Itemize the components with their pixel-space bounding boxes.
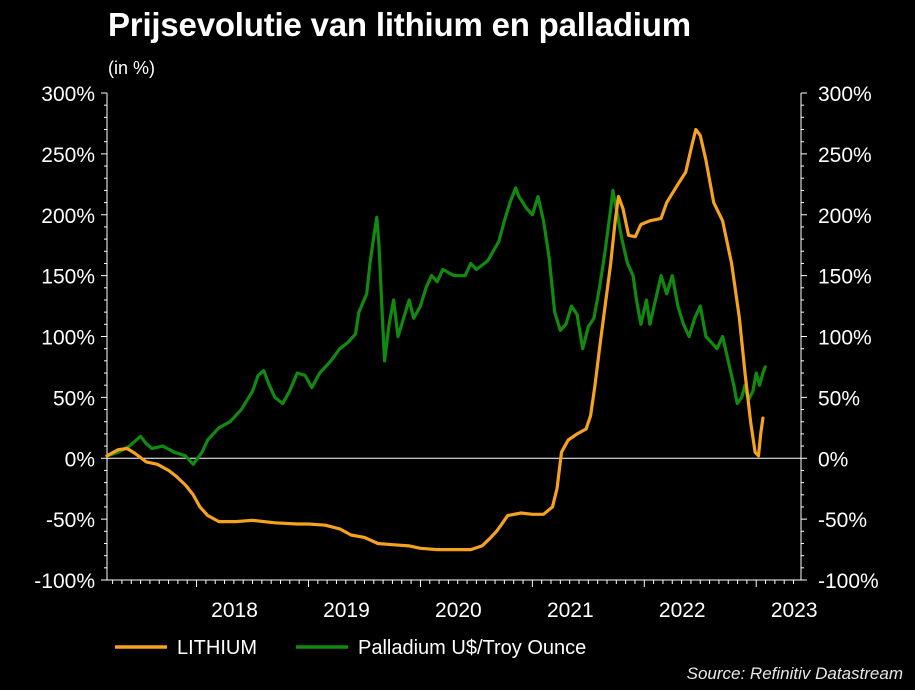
legend-label-palladium: Palladium U$/Troy Ounce	[358, 637, 586, 659]
legend: LITHIUM Palladium U$/Troy Ounce	[115, 637, 586, 659]
series-line-lithium	[105, 127, 765, 552]
y-tick-label-right: 250%	[818, 144, 872, 167]
y-tick-label-right: 0%	[818, 448, 848, 471]
y-tick-label-left: -50%	[46, 509, 95, 532]
y-tick-label-right: -50%	[818, 509, 867, 532]
x-tick-label: 2021	[547, 599, 594, 622]
y-tick-label-left: 300%	[41, 83, 95, 106]
x-tick-label: 2022	[659, 599, 706, 622]
y-tick-label-left: -100%	[34, 570, 95, 593]
series-line-palladium	[105, 186, 767, 466]
y-tick-label-right: 50%	[818, 387, 860, 410]
y-tick-label-right: 150%	[818, 266, 872, 289]
x-tick-label: 2020	[435, 599, 482, 622]
chart-subtitle: (in %)	[108, 58, 156, 78]
y-tick-label-right: 300%	[818, 83, 872, 106]
series-lines	[105, 127, 767, 552]
y-tick-label-left: 100%	[41, 327, 95, 350]
y-tick-label-left: 50%	[53, 387, 95, 410]
y-tick-label-left: 250%	[41, 144, 95, 167]
y-tick-label-left: 150%	[41, 266, 95, 289]
y-tick-label-left: 200%	[41, 205, 95, 228]
legend-label-lithium: LITHIUM	[177, 637, 257, 659]
y-tick-label-right: -100%	[818, 570, 879, 593]
x-tick-label: 2019	[323, 599, 370, 622]
y-tick-label-left: 0%	[65, 448, 95, 471]
y-tick-label-right: 200%	[818, 205, 872, 228]
axes-group: -100% -100% -50% -50% 0% 0% 50% 50% 100% 100% 150%…	[34, 83, 878, 622]
x-tick-label: 2018	[211, 599, 258, 622]
y-tick-label-right: 100%	[818, 327, 872, 350]
chart-source: Source: Refinitiv Datastream	[686, 664, 903, 683]
chart-title: Prijsevolutie van lithium en palladium	[108, 6, 691, 43]
x-tick-label: 2023	[771, 599, 818, 622]
